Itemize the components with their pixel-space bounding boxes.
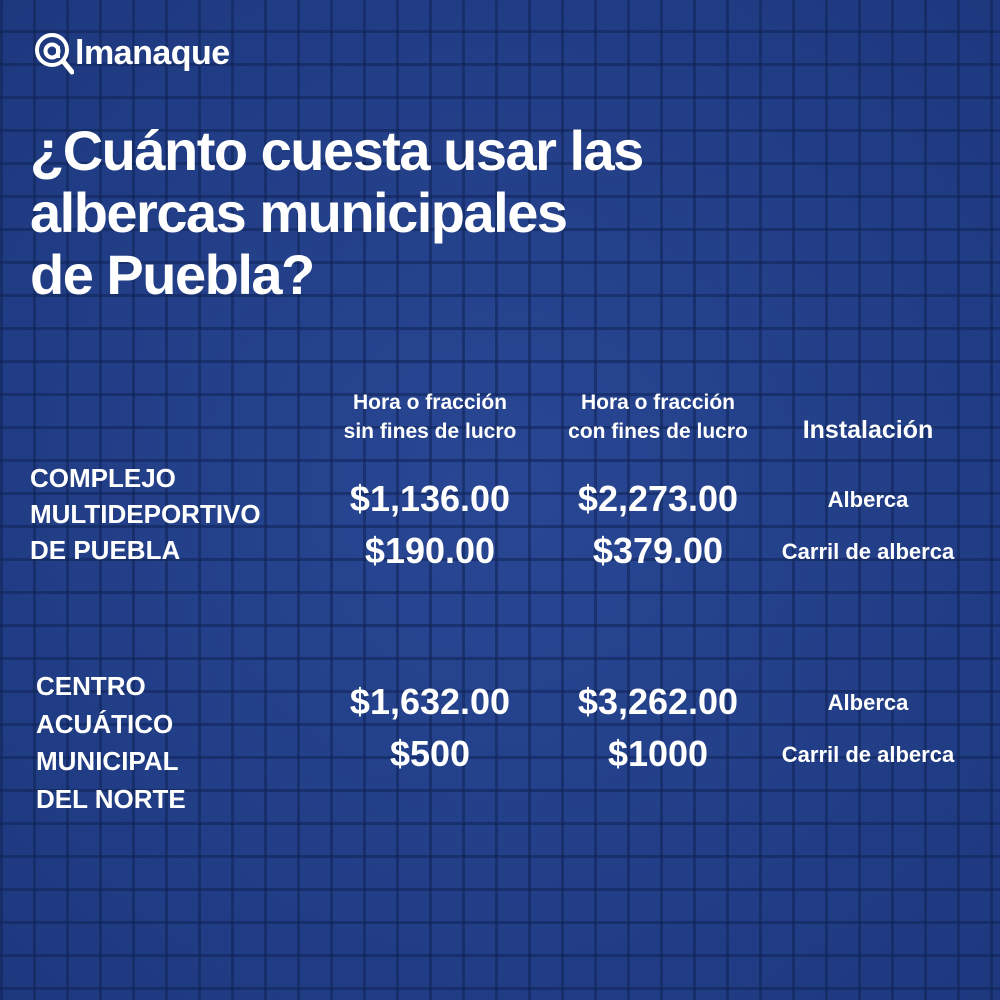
price-sin: $190.00 [364, 530, 496, 571]
header-sin-fines: Hora o fracción sin fines de lucro [310, 388, 550, 446]
instalacion: Carril de alberca [781, 742, 955, 767]
venue-name: COMPLEJO MULTIDEPORTIVO DE PUEBLA [30, 460, 261, 568]
venue-name-line: DE PUEBLA [30, 535, 181, 565]
title-line: albercas municipales [30, 181, 568, 244]
header-line: Hora o fracción [580, 391, 736, 414]
price-con: $3,262.00 [577, 681, 739, 722]
venue-name-line: COMPLEJO [30, 463, 176, 493]
instalacion: Alberca [827, 690, 909, 715]
header-line: sin fines de lucro [343, 420, 517, 443]
price-sin: $1,632.00 [349, 681, 511, 722]
header-line: Hora o fracción [352, 391, 508, 414]
title-line: ¿Cuánto cuesta usar las [30, 119, 644, 182]
venue-name-line: ACUÁTICO [36, 708, 174, 739]
venue-name-line: DEL NORTE [36, 783, 186, 814]
price-sin: $500 [389, 733, 471, 774]
logo: almanaque lmanaque [34, 30, 230, 76]
venue-name-line: CENTRO [36, 671, 146, 701]
logo-wordmark: lmanaque [75, 33, 230, 72]
price-sin: $1,136.00 [349, 478, 511, 519]
venue-name-line: MULTIDEPORTIVO [30, 499, 261, 529]
instalacion: Carril de alberca [781, 539, 955, 564]
price-con: $379.00 [592, 530, 724, 571]
price-con: $1000 [607, 733, 709, 774]
title-line: de Puebla? [30, 243, 315, 306]
price-con: $2,273.00 [577, 478, 739, 519]
magnifier-at-icon [35, 33, 74, 75]
venue-name-line: MUNICIPAL [36, 746, 179, 776]
venue-name: CENTRO ACUÁTICO MUNICIPAL DEL NORTE [36, 668, 186, 818]
header-con-fines: Hora o fracción con fines de lucro [538, 388, 778, 446]
header-line: con fines de lucro [568, 420, 748, 443]
page-title: ¿Cuánto cuesta usar las albercas municip… [30, 119, 644, 306]
instalacion: Alberca [827, 487, 909, 512]
header-instalacion: Instalación [802, 416, 934, 444]
